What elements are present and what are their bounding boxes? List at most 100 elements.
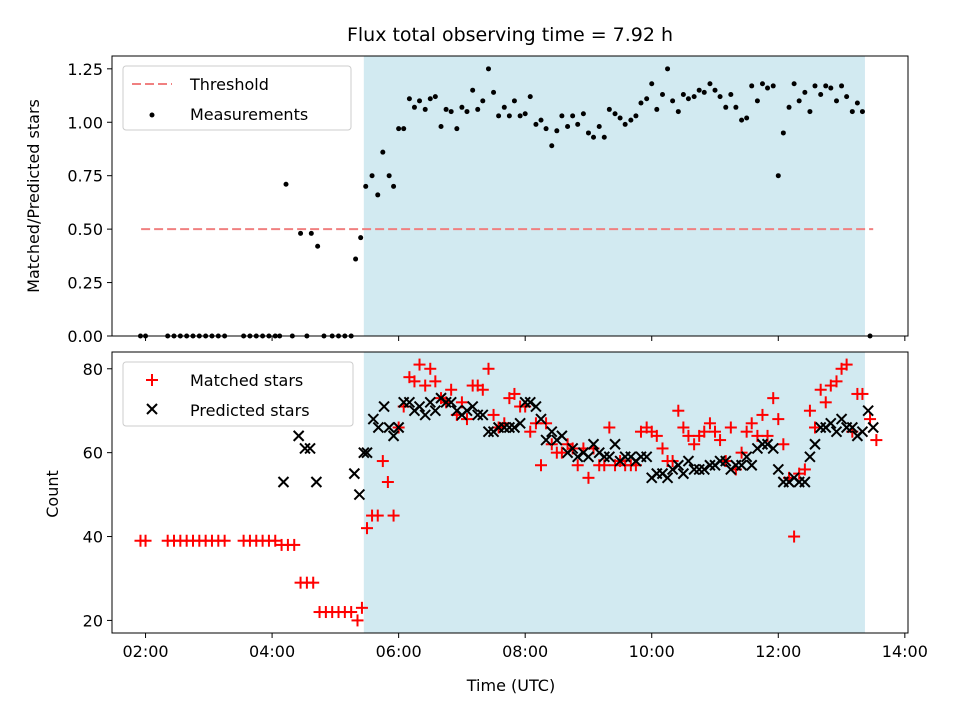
predicted-star-point <box>704 459 716 471</box>
matched-star-point <box>803 404 816 417</box>
matched-star-point <box>709 425 722 438</box>
measurement-point <box>575 121 581 127</box>
measurement-point <box>427 96 433 102</box>
measurement-point <box>369 173 375 179</box>
matched-star-point <box>745 417 758 430</box>
predicted-star-point <box>508 421 521 434</box>
measurement-point <box>517 113 523 119</box>
matched-star-point <box>767 392 780 405</box>
predicted-star-point <box>392 421 405 434</box>
predicted-star-point <box>466 400 479 413</box>
matched-star-point <box>688 438 701 451</box>
bottom-legend-box <box>122 361 354 427</box>
measurement-point <box>759 81 765 87</box>
top-observing-window-shade <box>363 56 865 336</box>
measurement-point <box>859 109 865 115</box>
predicted-star-point <box>514 417 526 430</box>
bottom-y-axis-label: Count <box>43 470 62 518</box>
measurement-point <box>696 87 702 93</box>
measurement-point <box>549 143 555 149</box>
matched-star-point <box>413 358 426 371</box>
predicted-star-point <box>477 409 489 421</box>
matched-star-point <box>524 425 537 438</box>
predicted-star-point <box>814 421 827 434</box>
matched-star-point <box>429 375 442 388</box>
measurement-point <box>601 134 607 140</box>
predicted-star-point <box>767 442 779 455</box>
predicted-star-point <box>519 396 531 409</box>
top-legend: Threshold Measurements <box>122 65 352 131</box>
predicted-star-point <box>424 396 436 409</box>
predicted-star-point <box>498 421 511 434</box>
predicted-star-point <box>540 434 552 446</box>
predicted-star-point <box>698 463 710 476</box>
matched-star-point <box>656 442 669 455</box>
x-tick-label: 04:00 <box>249 642 295 661</box>
measurement-point <box>308 230 314 236</box>
measurement-point <box>749 83 755 89</box>
measurement-point <box>496 113 502 119</box>
matched-star-point <box>345 606 358 619</box>
measurement-point <box>559 113 565 119</box>
top-y-tick-label: 0.75 <box>67 167 103 186</box>
measurement-point <box>791 81 797 87</box>
predicted-stars-points <box>277 392 879 501</box>
measurement-point <box>707 81 713 87</box>
predicted-star-point <box>348 467 361 480</box>
predicted-star-point <box>299 442 311 455</box>
bottom-y-tick-label: 20 <box>83 611 103 630</box>
predicted-star-point <box>746 459 758 471</box>
measurement-point <box>570 113 576 119</box>
predicted-star-point <box>666 463 679 476</box>
measurement-point <box>380 149 386 155</box>
predicted-star-point <box>672 459 685 471</box>
x-tick-label: 10:00 <box>629 642 675 661</box>
measurement-point <box>691 94 697 100</box>
x-tick-label: 14:00 <box>882 642 928 661</box>
top-legend-box <box>122 65 352 131</box>
measurement-point <box>659 91 665 97</box>
matched-star-point <box>360 522 373 535</box>
measurement-point <box>717 94 723 100</box>
predicted-star-point <box>640 451 653 463</box>
matched-star-point <box>724 421 737 434</box>
matched-star-point <box>482 362 495 375</box>
matched-star-point <box>419 379 432 392</box>
measurement-point <box>443 106 449 112</box>
matched-star-point <box>856 387 869 400</box>
predicted-star-point <box>361 446 373 459</box>
predicted-star-point <box>445 396 457 409</box>
predicted-star-point <box>603 451 616 463</box>
predicted-star-point <box>387 430 400 442</box>
predicted-star-point <box>482 425 495 438</box>
predicted-star-point <box>556 430 568 442</box>
top-y-tick-label: 1.25 <box>67 60 103 79</box>
predicted-star-point <box>867 421 879 434</box>
predicted-star-point <box>277 476 290 488</box>
chart-title: Flux total observing time = 7.92 h <box>347 24 673 46</box>
matched-star-point <box>139 534 152 547</box>
matched-star-point <box>870 434 883 447</box>
matched-star-point <box>714 434 727 447</box>
matched-star-point <box>740 425 753 438</box>
measurement-point <box>638 100 644 106</box>
predicted-star-point <box>799 476 811 488</box>
measurement-point <box>485 66 491 72</box>
predicted-star-point <box>587 438 600 450</box>
predicted-star-point <box>856 425 869 438</box>
predicted-star-point <box>761 438 774 450</box>
measurement-point <box>665 66 671 72</box>
predicted-star-point <box>846 421 859 434</box>
predicted-star-point <box>429 405 442 417</box>
legend-predicted-swatch <box>146 403 158 415</box>
matched-star-point <box>445 383 458 396</box>
predicted-star-point <box>809 438 821 450</box>
predicted-star-point <box>835 413 848 425</box>
top-y-tick-label: 0.50 <box>67 220 103 239</box>
predicted-star-point <box>682 455 695 467</box>
predicted-star-point <box>383 421 395 434</box>
measurement-point <box>685 96 691 102</box>
bottom-axes-frame <box>111 351 909 634</box>
legend-measurements-swatch <box>149 112 155 118</box>
